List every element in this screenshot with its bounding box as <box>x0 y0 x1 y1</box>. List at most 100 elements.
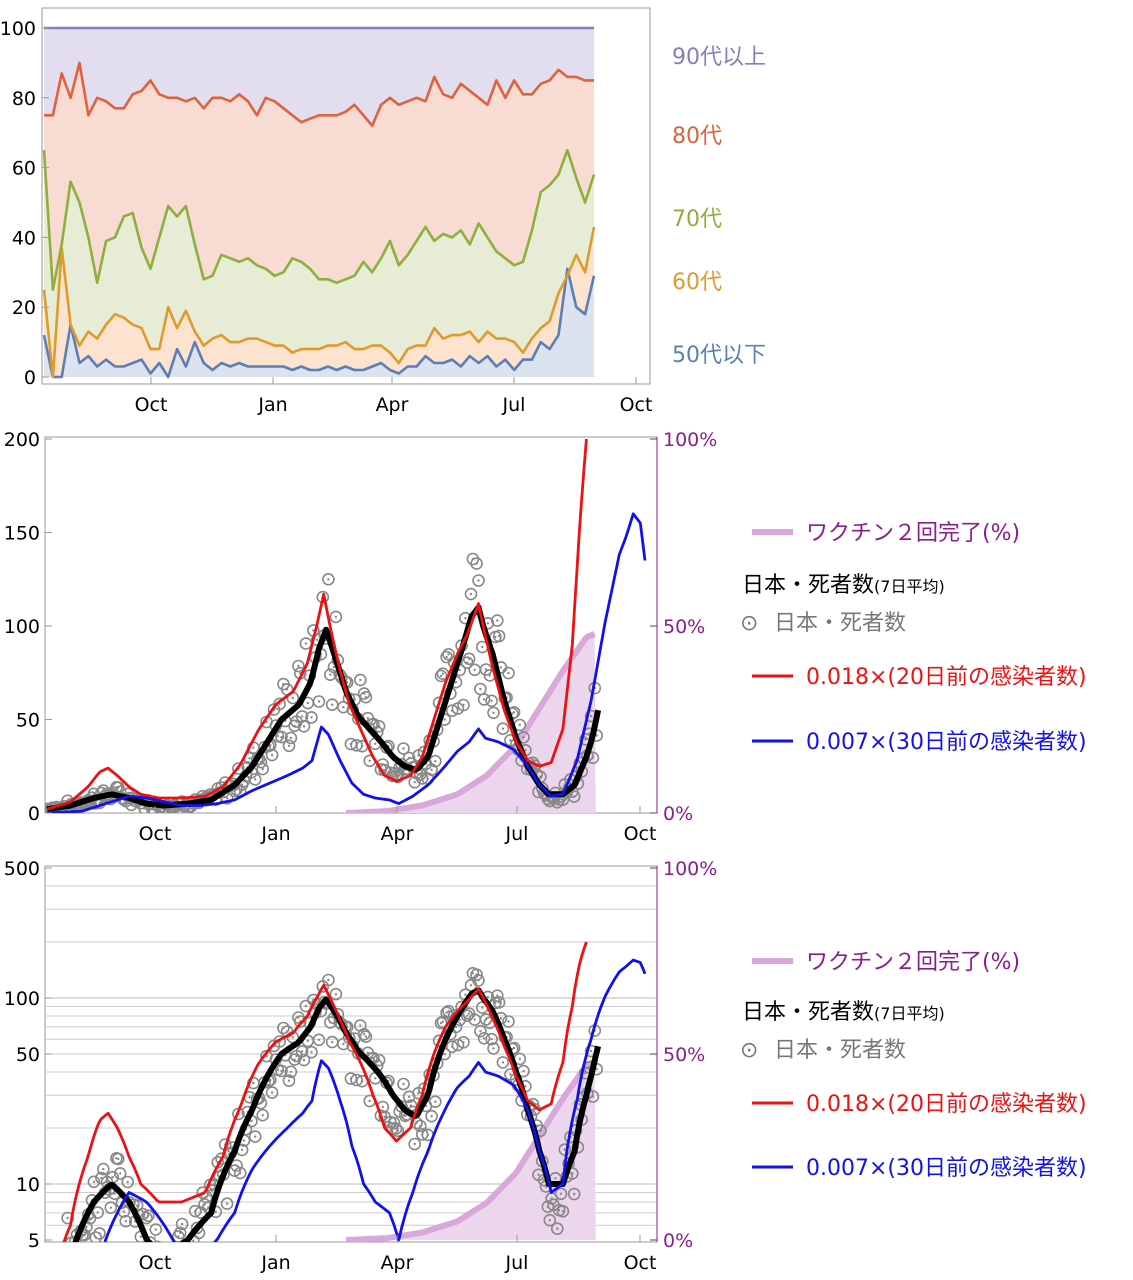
daily-death-point-center <box>524 1085 527 1088</box>
x-tick-label: Jan <box>260 823 290 845</box>
daily-death-point-center <box>494 635 497 639</box>
daily-death-point-center <box>214 1210 217 1214</box>
daily-death-point-center <box>482 698 486 701</box>
daily-death-point <box>464 587 478 601</box>
legend-blue-label: 0.007×(30日前の感染者数) <box>806 730 1087 755</box>
daily-death-point <box>353 673 367 687</box>
daily-death-point-center <box>205 1195 208 1199</box>
y-tick-label: 5 <box>28 1230 40 1252</box>
y-tick-label: 40 <box>12 227 36 249</box>
daily-death-point-center <box>259 760 263 764</box>
daily-death-point <box>387 1116 401 1130</box>
daily-death-point-center <box>509 739 512 742</box>
daily-death-point-center <box>269 744 272 747</box>
daily-death-point-center <box>573 1192 576 1196</box>
daily-death-point <box>282 1074 296 1087</box>
daily-death-point-center <box>479 1030 482 1033</box>
daily-death-point <box>248 1130 262 1143</box>
daily-death-point-center <box>394 774 398 778</box>
daily-death-point-center <box>285 688 289 691</box>
vaccine-line <box>345 631 596 813</box>
daily-death-point <box>188 1204 202 1218</box>
daily-death-point-center <box>254 778 257 781</box>
daily-death-point <box>535 781 549 795</box>
daily-death-point-center <box>143 807 146 810</box>
daily-death-point <box>474 1024 487 1038</box>
daily-death-point <box>297 1053 311 1067</box>
daily-death-point-center <box>558 798 561 801</box>
daily-death-point-center <box>197 1231 201 1235</box>
daily-death-point-center <box>81 1233 84 1237</box>
legend-vaccine-label: ワクチン２回完了(%) <box>806 521 1020 546</box>
daily-death-point <box>220 1197 234 1210</box>
daily-death-point-center <box>537 1173 540 1177</box>
daily-death-point-center <box>300 715 304 718</box>
daily-death-point <box>413 1119 427 1133</box>
y-tick-label: 500 <box>4 858 40 880</box>
daily-death-point-center <box>492 1047 495 1050</box>
daily-death-point-center <box>113 1192 116 1195</box>
daily-death-point-center <box>327 978 330 982</box>
y-tick-label: 80 <box>12 88 36 110</box>
deaths-log-legend: ワクチン２回完了(%) 日本・死者数(7日平均) ⊙ 日本・死者数 0.018×… <box>740 950 1087 1181</box>
daily-death-point-center <box>595 1068 598 1071</box>
daily-death-point-center <box>475 562 478 565</box>
daily-death-point-center <box>404 1114 407 1118</box>
daily-death-point-center <box>135 1204 139 1207</box>
daily-death-point <box>198 1198 211 1211</box>
daily-death-point <box>104 1201 118 1214</box>
daily-death-point <box>470 968 483 982</box>
daily-death-point-center <box>331 703 334 706</box>
daily-death-point-center <box>488 1021 491 1024</box>
daily-death-point-center <box>482 1037 486 1040</box>
daily-death-point-center <box>407 1095 411 1099</box>
daily-death-point <box>558 1143 572 1156</box>
daily-death-point <box>391 1124 405 1138</box>
x-tick-label: Jul <box>505 823 529 845</box>
x-tick-label: Apr <box>376 394 409 416</box>
daily-death-point-center <box>269 1078 272 1082</box>
daily-death-point <box>372 1053 386 1067</box>
daily-death-point <box>68 1244 79 1255</box>
daily-death-point-center <box>55 1274 57 1276</box>
daily-death-point <box>462 652 476 666</box>
daily-death-point-center <box>331 1040 334 1044</box>
daily-death-point <box>477 693 491 706</box>
daily-death-point <box>344 1072 358 1085</box>
daily-death-point-center <box>469 984 473 987</box>
daily-death-point <box>425 1109 438 1123</box>
daily-death-point <box>472 574 485 587</box>
daily-death-point <box>171 1261 182 1272</box>
deaths-linear-y-ticks: 0 50 100 150 200 <box>4 429 52 825</box>
y2-tick-label: 50% <box>663 616 705 638</box>
daily-death-point <box>457 698 470 712</box>
daily-death-point-center <box>289 736 293 740</box>
daily-death-point <box>477 1032 491 1045</box>
daily-death-point-center <box>78 1247 80 1249</box>
daily-death-point <box>457 1036 470 1049</box>
daily-death-point <box>230 1159 243 1172</box>
daily-death-point-center <box>115 1157 118 1160</box>
age-line-3 <box>44 61 594 127</box>
daily-death-point-center <box>561 1210 565 1213</box>
daily-death-point <box>323 668 337 682</box>
x-tick-label: Apr <box>381 823 414 845</box>
daily-death-point-center <box>317 1038 321 1042</box>
daily-death-point-center <box>377 1058 381 1062</box>
daily-death-point <box>434 669 448 683</box>
daily-death-point <box>490 989 504 1003</box>
daily-death-point-center <box>295 720 298 723</box>
daily-death-point-center <box>447 653 450 656</box>
x-tick-label: Oct <box>139 1252 172 1274</box>
daily-death-point-center <box>591 756 595 759</box>
daily-death-point-center <box>295 1054 298 1058</box>
daily-death-point <box>496 1056 510 1069</box>
daily-death-point-center <box>342 706 345 709</box>
daily-death-point-center <box>362 1033 366 1036</box>
daily-death-point-center <box>445 655 448 659</box>
daily-death-point <box>284 1065 298 1079</box>
daily-death-point <box>184 1266 195 1277</box>
y2-tick-label: 100% <box>663 429 717 451</box>
daily-death-point <box>297 719 311 733</box>
daily-death-point-center <box>533 1108 536 1111</box>
